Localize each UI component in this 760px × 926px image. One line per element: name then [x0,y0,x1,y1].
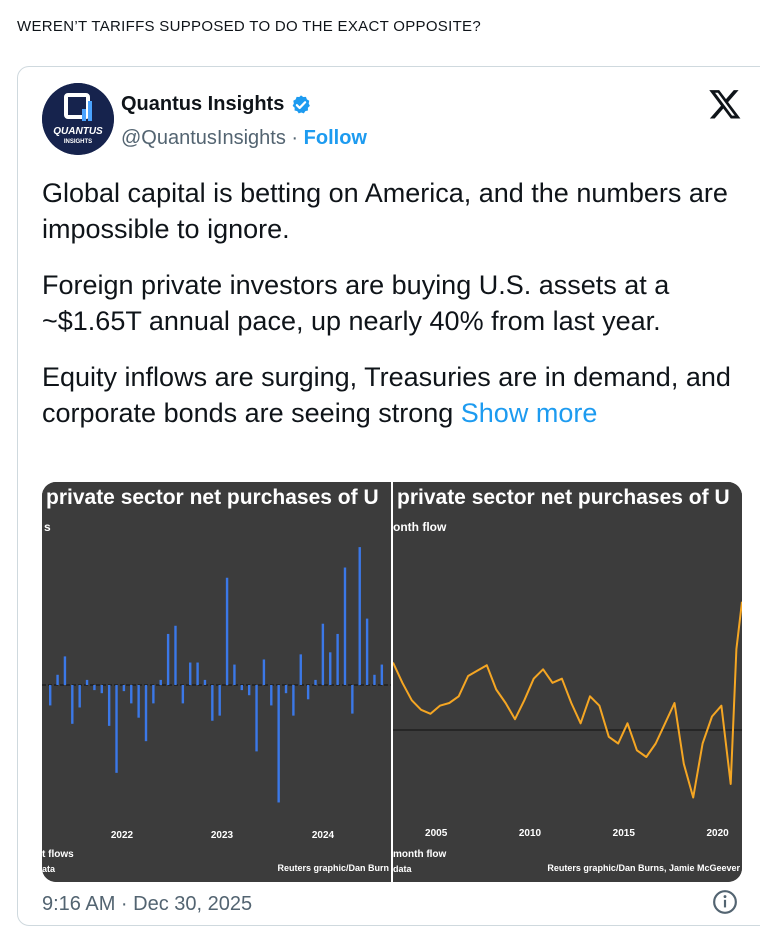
line-x-tick-label: 2020 [706,828,729,839]
bar-chart: 2022 2023 2024 [42,547,391,841]
tweet-paragraph-3-text: Equity inflows are surging, Treasuries a… [42,362,731,428]
bar [130,685,133,704]
bar [284,685,288,694]
bar-chart-footnote-2: ata [42,864,56,874]
line-chart-title: private sector net purchases of U [397,486,730,509]
bar [343,567,347,685]
bar [144,685,148,742]
bar-chart-subtitle: s [44,520,51,534]
bar-chart-credit: Reuters graphic/Dan Burn [277,863,389,873]
bar-chart-panel[interactable]: private sector net purchases of U s 2022… [42,482,391,882]
embedded-tweet-card[interactable]: QUANTUS INSIGHTS Quantus Insights @Quant… [17,66,760,926]
line-chart-credit: Reuters graphic/Dan Burns, Jamie McGeeve… [547,863,740,873]
bar-x-tick-label: 2024 [312,830,335,841]
info-icon[interactable] [712,889,738,915]
line-x-tick-label: 2015 [613,828,636,839]
post-caption: WEREN’T TARIFFS SUPPOSED TO DO THE EXACT… [17,18,481,35]
author-handle-row: @QuantusInsights · Follow [121,127,367,150]
bar [314,679,317,685]
line-chart-panel[interactable]: private sector net purchases of U onth f… [393,482,742,882]
bar [306,685,310,700]
bar [93,685,96,691]
bar [107,685,111,726]
bar [336,633,339,685]
bar [189,662,192,685]
bar [196,662,199,685]
bar [373,674,376,685]
tweet-paragraph-1: Global capital is betting on America, an… [42,178,728,244]
line-series [393,601,742,799]
tweet-media[interactable]: private sector net purchases of U s 2022… [42,482,742,882]
bar-x-tick-label: 2023 [211,830,234,841]
bar [255,685,258,752]
bar [351,685,354,714]
bar [262,659,266,685]
bar [321,623,325,685]
bar [166,633,170,685]
bar [78,685,81,708]
bar [270,685,273,706]
bar [365,618,369,685]
author-avatar[interactable]: QUANTUS INSIGHTS [42,83,114,155]
tweet-timestamp[interactable]: 9:16 AM · Dec 30, 2025 [42,893,253,915]
bar [56,674,59,685]
media-divider [391,482,393,882]
bar [137,685,140,718]
bar [380,664,384,685]
bar [122,685,126,692]
bar [100,685,103,694]
bar [247,685,251,696]
avatar-logo-text: QUANTUS [53,126,103,137]
bar [299,654,302,685]
handle-separator: · [291,127,299,149]
bar-x-tick-label: 2022 [111,830,134,841]
tweet-text: Global capital is betting on America, an… [42,175,742,451]
bar [240,685,244,691]
line-x-tick-label: 2010 [519,828,542,839]
line-chart: 2005 2010 2015 2020 [393,601,742,839]
follow-button[interactable]: Follow [303,127,367,149]
bar [211,685,214,721]
bar [358,547,361,685]
bar [218,685,221,716]
bar [85,679,89,685]
bar [233,664,236,685]
author-name[interactable]: Quantus Insights [121,93,312,116]
bar [152,685,155,704]
bar [181,685,185,704]
bar [115,685,118,773]
verified-badge-icon [293,94,311,113]
avatar-logo-subtext: INSIGHTS [64,139,92,145]
bar [225,577,229,685]
tweet-paragraph-2: Foreign private investors are buying U.S… [42,270,670,336]
line-chart-footnote-2: data [393,864,412,874]
line-x-tick-label: 2005 [425,828,448,839]
show-more-link[interactable]: Show more [460,398,598,428]
tweet-paragraph-3: Equity inflows are surging, Treasuries a… [42,359,742,431]
bar [159,679,162,685]
bar-chart-footnote: t flows [42,849,74,860]
bar [203,679,207,685]
bar [71,685,74,724]
bar [49,685,52,706]
bar-chart-title: private sector net purchases of U [46,486,379,509]
bar [292,685,295,716]
bar [174,625,177,685]
line-chart-footnote: month flow [393,849,447,860]
bar [277,685,280,803]
author-name-text[interactable]: Quantus Insights [121,93,285,115]
bar [63,656,67,685]
author-handle[interactable]: @QuantusInsights [121,127,286,149]
bar [329,652,332,685]
line-chart-subtitle: onth flow [393,520,447,534]
x-logo-icon[interactable] [708,87,742,121]
